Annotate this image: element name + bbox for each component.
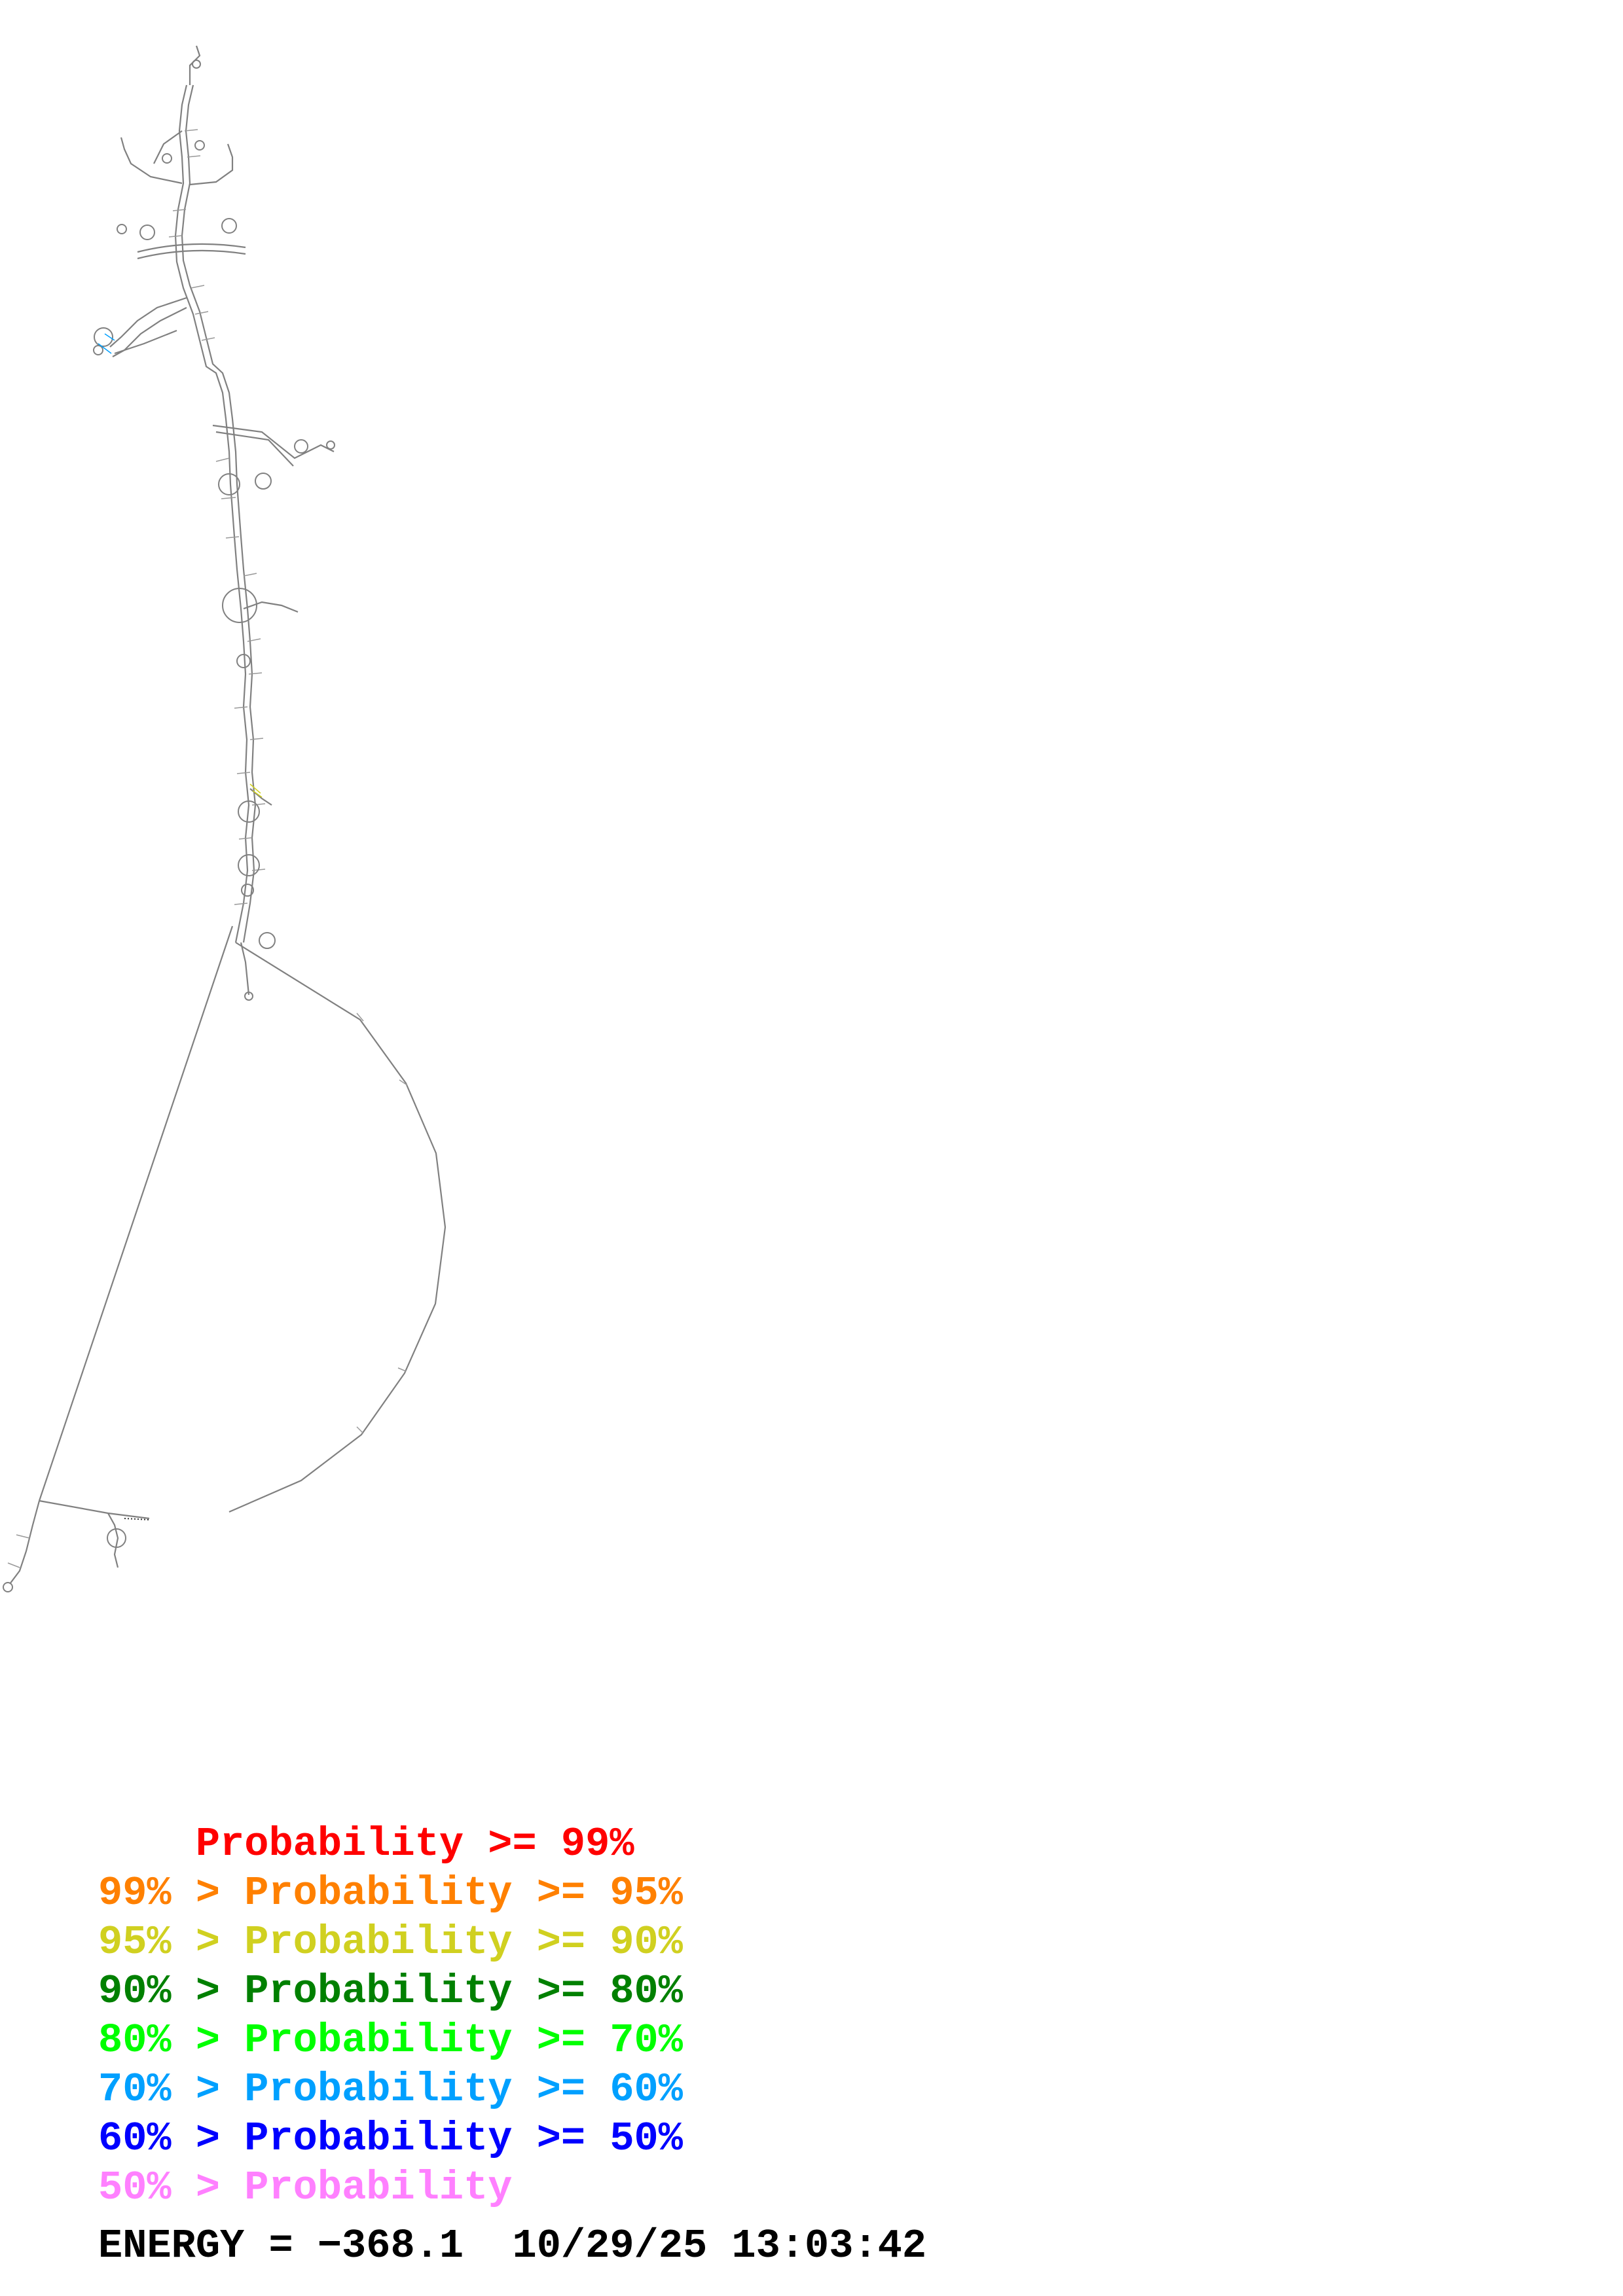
mid-probability-pair-marks <box>249 783 263 798</box>
structure-backbone <box>9 45 447 1585</box>
top-loop-right <box>221 218 237 234</box>
bottom-left-stem <box>9 1500 41 1585</box>
small-hairpin-5 <box>192 60 201 69</box>
multiloop-2 <box>218 473 240 495</box>
left-branch-partner <box>112 307 187 357</box>
top-cross-arc <box>137 243 246 253</box>
legend-row: 95% > Probability >= 90% <box>98 1918 683 1967</box>
legend-label: Probability >= 70% <box>244 2017 683 2064</box>
small-hairpin-2 <box>117 224 127 234</box>
right-hairpin <box>294 439 308 454</box>
legend-label: Probability >= 90% <box>244 1919 683 1965</box>
internal-loop-2 <box>238 854 260 876</box>
main-stem-partner <box>181 84 257 943</box>
legend-label: Probability >= 99% <box>195 1821 634 1867</box>
bottom-hairpin <box>107 1513 119 1568</box>
internal-loop-3 <box>259 932 276 949</box>
large-multiloop <box>222 588 257 623</box>
legend-label: Probability >= 80% <box>244 1968 683 2015</box>
bottom-stem <box>240 942 250 996</box>
legend-threshold: 95% > <box>98 1919 245 1965</box>
legend-label: Probability <box>244 2164 513 2211</box>
legend-threshold: 99% > <box>98 1870 245 1916</box>
top-loop-left <box>94 327 113 347</box>
rna-secondary-structure <box>3 45 447 1592</box>
right-branch-1-partner <box>215 431 294 467</box>
bottom-left-loop <box>3 1582 13 1592</box>
long-loop-left-line <box>38 925 234 1501</box>
bottom-strand-tail <box>124 1518 150 1520</box>
top-hairpin-2 <box>153 130 183 164</box>
legend-row: 60% > Probability >= 50% <box>98 2114 683 2163</box>
probability-legend: Probability >= 99% 99% > Probability >= 9… <box>98 1820 683 2212</box>
legend-threshold: 60% > <box>98 2115 245 2162</box>
legend-label: Probability >= 50% <box>244 2115 683 2162</box>
legend-threshold: 80% > <box>98 2017 245 2064</box>
left-branch-lower <box>114 329 177 355</box>
legend-row: 99% > Probability >= 95% <box>98 1869 683 1918</box>
small-hairpin-1 <box>244 992 253 1001</box>
legend-threshold: 90% > <box>98 1968 245 2015</box>
timestamp: 10/29/25 13:03:42 <box>512 2223 927 2269</box>
small-hairpin-3 <box>93 345 103 355</box>
top-loop-apex <box>194 140 205 151</box>
internal-loop-1 <box>238 800 260 823</box>
hairpin-loop-a <box>255 473 272 490</box>
top-branch-left <box>120 137 183 185</box>
top-cross-arc-2 <box>137 249 246 260</box>
legend-label: Probability >= 95% <box>244 1870 683 1916</box>
legend-row: 50% > Probability <box>98 2163 683 2212</box>
structure-loops <box>3 60 335 1592</box>
right-branch-1 <box>212 424 335 459</box>
top-branch-right <box>189 143 234 186</box>
top-loop-apex-2 <box>162 153 172 164</box>
energy-value: ENERGY = −368.1 <box>98 2223 464 2269</box>
legend-threshold: 50% > <box>98 2164 245 2211</box>
internal-loop-5 <box>241 884 254 897</box>
main-stem <box>174 84 250 943</box>
bottom-branch-line <box>39 1499 150 1520</box>
bottom-hairpin-loop <box>107 1528 126 1548</box>
energy-footer: ENERGY = −368.1 10/29/25 13:03:42 <box>98 2223 926 2269</box>
legend-label: Probability >= 60% <box>244 2066 683 2113</box>
legend-row: 80% > Probability >= 70% <box>98 2016 683 2065</box>
top-loop-left-2 <box>139 224 155 240</box>
right-branch-2 <box>243 601 299 613</box>
legend-row: 70% > Probability >= 60% <box>98 2065 683 2114</box>
base-pair-ticks <box>7 129 408 1568</box>
internal-loop-4 <box>236 654 251 668</box>
small-hairpin-4 <box>326 440 335 450</box>
legend-threshold <box>98 1821 196 1867</box>
long-loop-arc <box>228 942 447 1513</box>
low-probability-pair-marks <box>98 333 115 354</box>
left-branch <box>109 296 187 348</box>
legend-threshold: 70% > <box>98 2066 245 2113</box>
legend-row: 90% > Probability >= 80% <box>98 1967 683 2016</box>
legend-row: Probability >= 99% <box>98 1820 683 1869</box>
top-hairpin-1 <box>189 45 201 85</box>
